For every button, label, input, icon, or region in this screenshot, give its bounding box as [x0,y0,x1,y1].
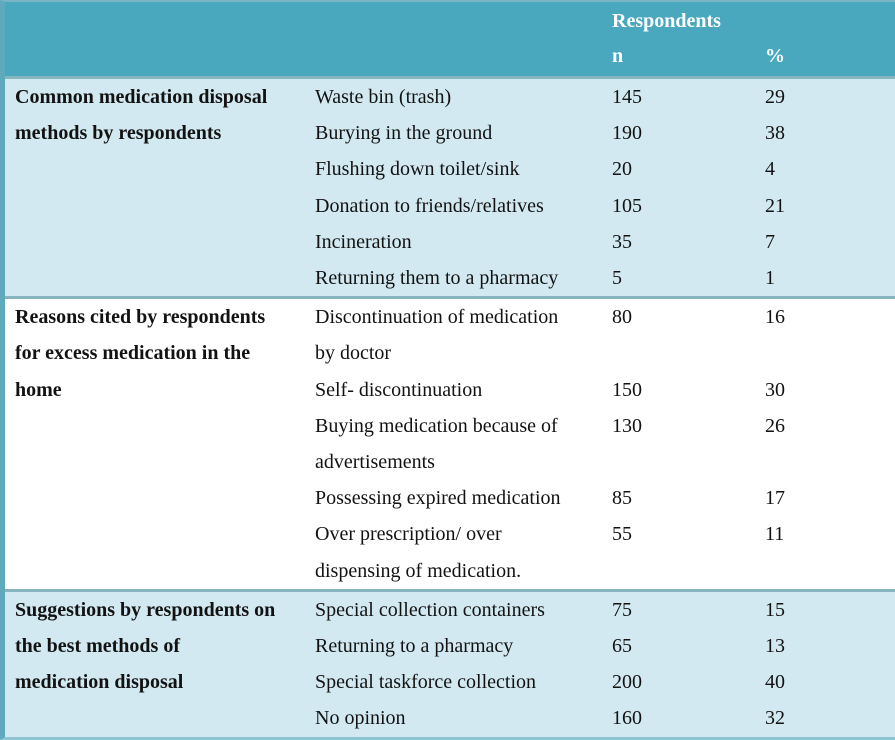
row-percent: 32 [765,707,785,730]
row-percent: 16 [765,306,785,329]
row-percent: 13 [765,635,785,658]
section-category: Suggestions by respondents on the best m… [15,598,276,694]
row-n: 55 [612,523,632,546]
row-label: Returning to a pharmacy [315,635,514,658]
header-respondents: Respondents [612,10,721,32]
table-header: Respondents n % [5,2,895,76]
table-row: Burying in the ground 190 38 [305,115,895,151]
table-row: Over prescription/ over dispensing of me… [305,516,895,588]
table-row: No opinion 160 32 [305,700,895,736]
header-n: n [612,45,624,67]
row-percent: 29 [765,86,785,108]
row-label: Buying medication because of advertiseme… [315,414,558,474]
row-percent: 11 [765,523,785,546]
table-row: Special taskforce collection 200 40 [305,664,895,700]
row-label: Burying in the ground [315,122,493,145]
row-percent: 7 [765,230,775,253]
row-label: Special collection containers [315,598,545,621]
row-n: 65 [612,635,632,658]
row-label: Donation to friends/relatives [315,194,544,217]
section-rows: Discontinuation of medication by doctor … [305,299,895,589]
row-n: 5 [612,267,622,290]
row-label: Incineration [315,230,412,253]
table-row: Flushing down toilet/sink 20 4 [305,151,895,187]
row-label: Self- discontinuation [315,378,483,401]
row-label: Flushing down toilet/sink [315,158,520,181]
table-row: Buying medication because of advertiseme… [305,408,895,480]
row-label: Special taskforce collection [315,671,537,694]
section-disposal-methods: Common medication disposal methods by re… [5,76,895,297]
section-rows: Waste bin (trash) 145 29 Burying in the … [305,79,895,296]
table-row: Special collection containers 75 15 [305,592,895,628]
row-label: Possessing expired medication [315,487,561,510]
table-row: Returning to a pharmacy 65 13 [305,628,895,664]
header-percent: % [765,45,785,67]
table-row: Returning them to a pharmacy 5 1 [305,260,895,296]
row-n: 190 [612,122,642,145]
row-n: 130 [612,414,642,437]
table-row: Incineration 35 7 [305,224,895,260]
table-row: Possessing expired medication 85 17 [305,480,895,516]
row-percent: 38 [765,122,785,145]
row-percent: 40 [765,671,785,694]
row-label: Discontinuation of medication by doctor [315,306,559,365]
table-row: Waste bin (trash) 145 29 [305,79,895,115]
row-n: 20 [612,158,632,181]
row-label: Over prescription/ over dispensing of me… [315,523,522,582]
section-suggestions: Suggestions by respondents on the best m… [5,588,895,737]
row-n: 105 [612,194,642,217]
section-category: Reasons cited by respondents for excess … [15,306,266,401]
header-row-cols: n % [5,39,895,74]
row-n: 75 [612,598,632,621]
row-n: 150 [612,378,642,401]
row-n: 35 [612,230,632,253]
row-n: 145 [612,86,642,108]
section-category: Common medication disposal methods by re… [15,86,268,145]
row-n: 80 [612,306,632,329]
table-row: Donation to friends/relatives 105 21 [305,188,895,224]
row-n: 200 [612,671,642,694]
section-rows: Special collection containers 75 15 Retu… [305,592,895,737]
table-row: Self- discontinuation 150 30 [305,372,895,408]
row-label: No opinion [315,707,406,730]
row-percent: 21 [765,194,785,217]
row-label: Waste bin (trash) [315,86,452,108]
row-percent: 17 [765,487,785,510]
row-percent: 30 [765,378,785,401]
table-row: Discontinuation of medication by doctor … [305,299,895,371]
row-percent: 15 [765,598,785,621]
section-excess-reasons: Reasons cited by respondents for excess … [5,296,895,589]
row-percent: 1 [765,267,775,290]
row-percent: 26 [765,414,785,437]
row-percent: 4 [765,158,775,181]
header-row-group: Respondents [5,4,895,39]
row-label: Returning them to a pharmacy [315,267,559,290]
row-n: 85 [612,487,632,510]
row-n: 160 [612,707,642,730]
